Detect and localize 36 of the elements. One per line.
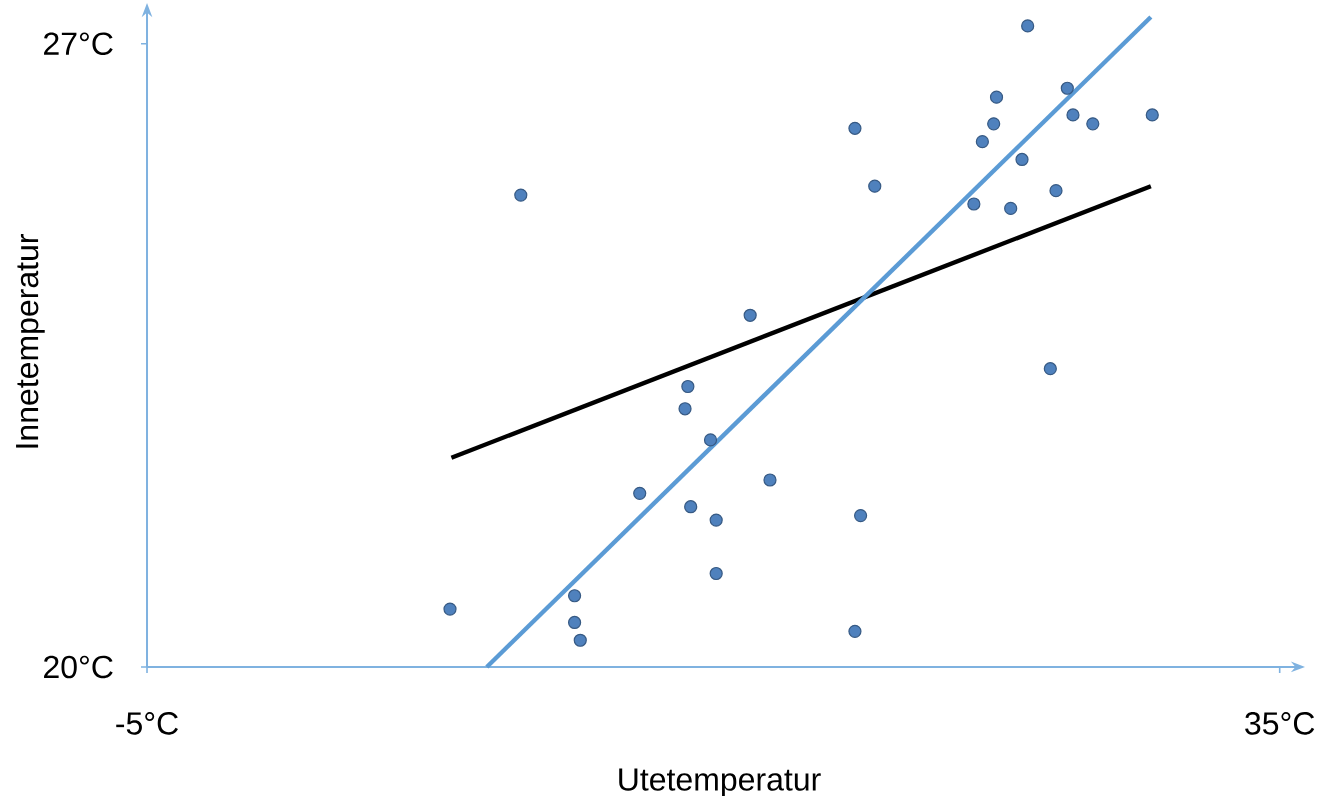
point — [1004, 201, 1018, 216]
point — [743, 308, 757, 322]
y-tick-label: 27°C — [44, 32, 113, 56]
point — [975, 135, 989, 149]
point — [633, 486, 647, 500]
point — [568, 615, 582, 630]
point — [854, 509, 868, 523]
point — [443, 602, 457, 616]
point — [709, 566, 723, 581]
point — [1043, 362, 1057, 376]
point — [678, 402, 692, 416]
y-tick-label: 20°C — [44, 655, 113, 679]
point — [1066, 108, 1080, 122]
point — [1015, 152, 1029, 167]
x-tick-label: 35°C — [1245, 712, 1315, 735]
point — [709, 513, 723, 527]
point — [989, 90, 1004, 104]
point — [514, 188, 528, 202]
point — [681, 379, 695, 394]
point — [967, 197, 981, 211]
point — [1086, 117, 1100, 131]
point — [763, 473, 777, 487]
point — [1060, 81, 1074, 95]
point — [684, 500, 698, 514]
y-axis-title: Innetemperatur — [16, 234, 45, 448]
point — [987, 117, 1001, 131]
point — [1049, 184, 1063, 198]
point — [1021, 19, 1035, 33]
point — [868, 179, 882, 193]
point — [848, 121, 862, 135]
point — [703, 433, 718, 447]
point — [848, 624, 862, 638]
point — [573, 633, 587, 647]
x-tick-label: -5°C — [116, 712, 178, 735]
point — [568, 589, 582, 603]
point — [1145, 108, 1159, 122]
